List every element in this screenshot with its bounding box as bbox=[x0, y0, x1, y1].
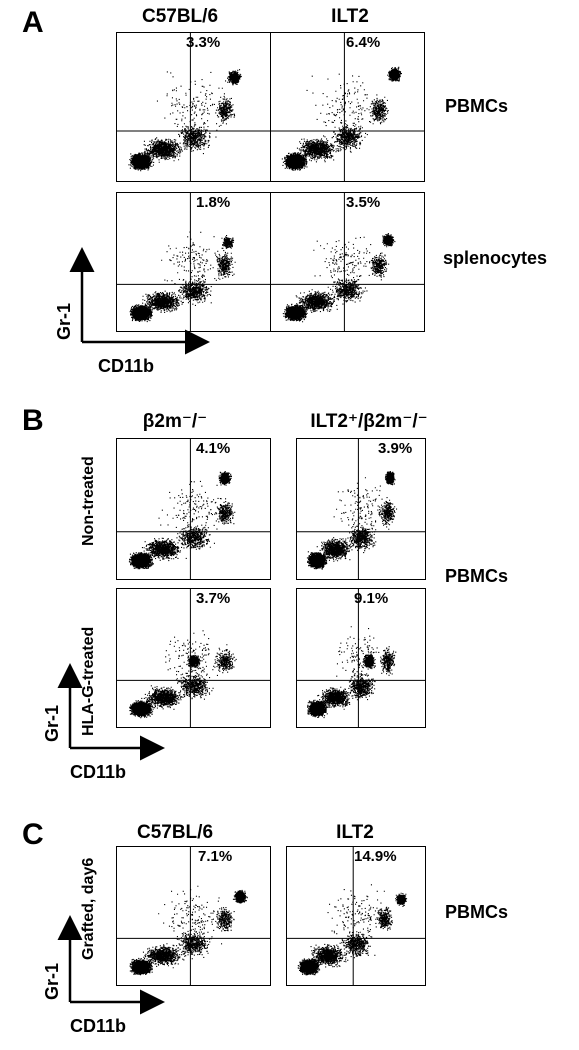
scatter-canvas bbox=[296, 438, 426, 580]
plot-frame bbox=[116, 588, 271, 728]
plot-frame bbox=[116, 846, 271, 986]
scatter-canvas bbox=[270, 192, 425, 332]
plot-frame bbox=[296, 438, 426, 580]
plot-frame bbox=[116, 438, 271, 580]
flow-plot-b4: 9.1% bbox=[296, 588, 426, 728]
event-dots bbox=[129, 885, 248, 976]
side-label-pbmcs-a: PBMCs bbox=[445, 96, 509, 116]
gate-percent: 6.4% bbox=[346, 34, 381, 51]
x-axis-label-b: CD11b bbox=[70, 762, 127, 782]
gate-percent: 1.8% bbox=[196, 194, 231, 211]
event-dots bbox=[307, 626, 397, 719]
flow-plot-c2: 14.9% bbox=[286, 846, 426, 986]
plot-frame bbox=[270, 32, 425, 182]
flow-plot-a4: 3.5% bbox=[270, 192, 425, 332]
event-dots bbox=[128, 471, 236, 570]
flow-plot-b3: 3.7% bbox=[116, 588, 271, 728]
col-title-b-1: β2m⁻/⁻ bbox=[142, 411, 208, 432]
flow-plot-b2: 3.9% bbox=[296, 438, 426, 580]
x-axis-label-c: CD11b bbox=[70, 1016, 127, 1036]
scatter-canvas bbox=[116, 588, 271, 728]
gate-percent: 3.5% bbox=[346, 194, 381, 211]
row-label-grafted: Grafted, day6 bbox=[80, 857, 97, 960]
col-title-c-2: ILT2 bbox=[336, 822, 374, 843]
panel-letter-b: B bbox=[22, 404, 44, 437]
scatter-canvas bbox=[270, 32, 425, 182]
event-dots bbox=[129, 231, 236, 323]
side-label-pbmcs-c: PBMCs bbox=[445, 902, 509, 922]
plot-frame bbox=[270, 192, 425, 332]
y-axis-label-c: Gr-1 bbox=[42, 962, 62, 1000]
col-title-b-2: ILT2⁺/β2m⁻/⁻ bbox=[310, 411, 428, 432]
gate-percent: 3.9% bbox=[378, 440, 413, 457]
y-axis-label-b: Gr-1 bbox=[42, 704, 62, 742]
scatter-canvas bbox=[116, 438, 271, 580]
scatter-canvas bbox=[116, 846, 271, 986]
gate-percent: 3.7% bbox=[196, 590, 231, 607]
side-label-pbmcs-b: PBMCs bbox=[445, 566, 509, 586]
event-dots bbox=[128, 69, 242, 172]
event-dots bbox=[282, 233, 396, 323]
plot-frame bbox=[296, 588, 426, 728]
event-dots bbox=[281, 66, 402, 171]
col-title-a-2: ILT2 bbox=[331, 6, 369, 27]
flow-plot-b1: 4.1% bbox=[116, 438, 271, 580]
row-label-hla-g-treated: HLA-G-treated bbox=[80, 626, 97, 736]
gate-percent: 4.1% bbox=[196, 440, 231, 457]
event-dots bbox=[306, 471, 398, 570]
panel-letter-c: C bbox=[22, 818, 44, 851]
col-title-a-1: C57BL/6 bbox=[141, 6, 219, 27]
y-axis-label-a: Gr-1 bbox=[54, 302, 74, 340]
gate-percent: 14.9% bbox=[354, 848, 397, 865]
x-axis-label-a: CD11b bbox=[98, 356, 155, 376]
flow-plot-a2: 6.4% bbox=[270, 32, 425, 182]
gate-percent: 7.1% bbox=[198, 848, 233, 865]
col-title-c-1: C57BL/6 bbox=[136, 822, 214, 843]
event-dots bbox=[129, 630, 237, 719]
plot-frame bbox=[286, 846, 426, 986]
scatter-canvas bbox=[296, 588, 426, 728]
event-dots bbox=[297, 884, 408, 976]
row-label-non-treated: Non-treated bbox=[80, 456, 97, 546]
scatter-canvas bbox=[286, 846, 426, 986]
side-label-splenocytes: splenocytes bbox=[443, 248, 548, 268]
gate-percent: 9.1% bbox=[354, 590, 389, 607]
flow-plot-c1: 7.1% bbox=[116, 846, 271, 986]
gate-percent: 3.3% bbox=[186, 34, 221, 51]
panel-letter-a: A bbox=[22, 6, 44, 39]
